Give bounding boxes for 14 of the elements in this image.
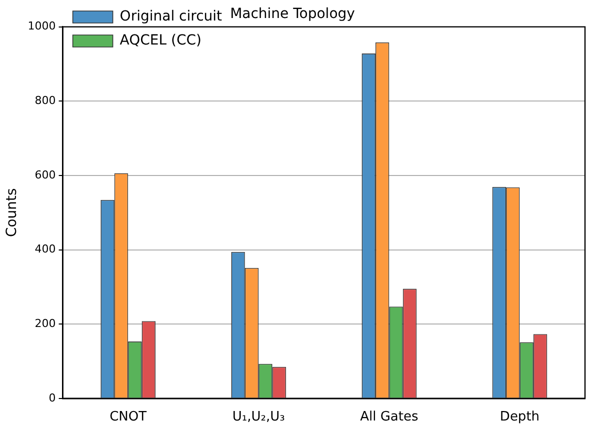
y-tick-label: 0 (48, 391, 56, 404)
y-tick-label: 600 (34, 168, 56, 182)
chart-title: Machine Topology (230, 6, 355, 22)
legend-label: Original circuit (120, 8, 223, 25)
y-tick-label: 800 (34, 94, 56, 107)
legend-label: AQCEL (CC) (120, 32, 202, 49)
y-tick-label: 200 (34, 316, 56, 330)
y-axis-title: Counts (4, 188, 20, 238)
x-tick-label: U₁,U₂,U₃ (232, 410, 285, 425)
y-tick-label: 1000 (28, 20, 56, 33)
x-tick-label: All Gates (360, 410, 418, 425)
y-tick-label: 400 (34, 242, 56, 256)
x-tick-label: CNOT (110, 410, 147, 425)
x-tick-label: Depth (500, 410, 540, 425)
